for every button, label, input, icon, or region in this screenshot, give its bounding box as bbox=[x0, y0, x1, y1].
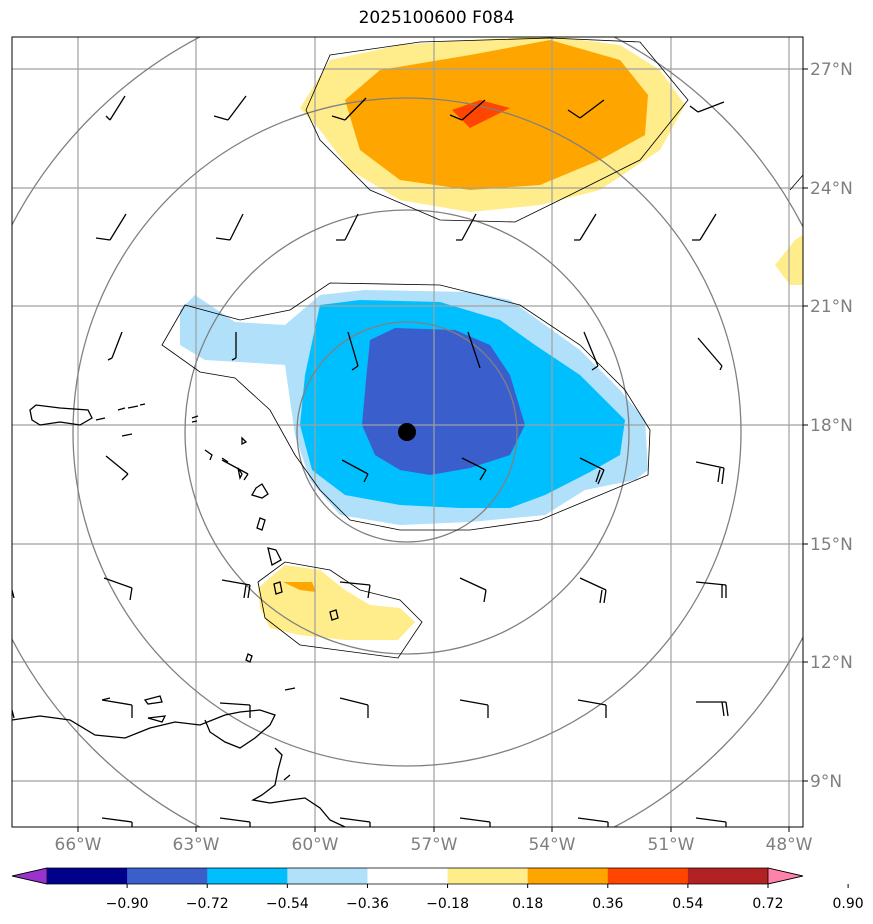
colorbar-segment bbox=[287, 868, 368, 884]
wind-barbs bbox=[95, 95, 729, 827]
lat-label: 18°N bbox=[810, 416, 853, 436]
positive-anomaly-south bbox=[258, 565, 415, 640]
colorbar-segment bbox=[47, 868, 128, 884]
lon-label: 48°W bbox=[766, 835, 813, 855]
lat-label: 12°N bbox=[810, 653, 853, 673]
colorbar-tick-label: −0.18 bbox=[426, 896, 469, 912]
lon-label: 57°W bbox=[411, 835, 458, 855]
colorbar-tick-label: 0.90 bbox=[833, 896, 864, 912]
gridlines bbox=[12, 37, 803, 827]
colorbar-segment bbox=[207, 868, 288, 884]
lon-label: 54°W bbox=[529, 835, 576, 855]
colorbar-segment bbox=[607, 868, 689, 884]
positive-anomaly-east bbox=[775, 234, 803, 285]
colorbar-tick-label: 0.54 bbox=[672, 896, 703, 912]
colorbar-tick-label: −0.90 bbox=[106, 896, 149, 912]
colorbar-tick-label: 0.36 bbox=[592, 896, 623, 912]
coastlines bbox=[12, 403, 346, 827]
range-rings bbox=[12, 37, 803, 827]
latitude-labels: 27°N 24°N 21°N 18°N 15°N 12°N 9°N bbox=[810, 60, 853, 792]
lat-label: 27°N bbox=[810, 60, 853, 80]
map-title: 2025100600 F084 bbox=[358, 8, 515, 28]
colorbar-segment bbox=[527, 868, 609, 884]
colorbar: −0.90 −0.72 −0.54 −0.36 −0.18 0.18 0.36 0.54 0.7… bbox=[11, 867, 864, 912]
colorbar-segment bbox=[127, 868, 208, 884]
map-area bbox=[12, 37, 803, 827]
lon-label: 51°W bbox=[648, 835, 695, 855]
storm-center-dot bbox=[398, 423, 416, 441]
map-frame bbox=[11, 36, 804, 828]
colorbar-tick-label: −0.36 bbox=[346, 896, 389, 912]
lon-label: 66°W bbox=[55, 835, 102, 855]
lon-label: 63°W bbox=[173, 835, 220, 855]
lon-label: 60°W bbox=[292, 835, 339, 855]
colorbar-tick-label: 0.18 bbox=[512, 896, 543, 912]
positive-anomaly-north bbox=[300, 37, 685, 212]
colorbar-outline bbox=[11, 867, 804, 885]
colorbar-segment bbox=[687, 868, 769, 884]
colorbar-tick-label: 0.72 bbox=[752, 896, 783, 912]
lat-label: 9°N bbox=[810, 772, 842, 792]
lat-label: 21°N bbox=[810, 297, 853, 317]
longitude-labels: 66°W 63°W 60°W 57°W 54°W 51°W 48°W bbox=[55, 835, 813, 855]
colorbar-arrow-low bbox=[11, 867, 48, 885]
negative-anomaly-center bbox=[180, 290, 648, 525]
lat-label: 15°N bbox=[810, 535, 853, 555]
colorbar-segment bbox=[447, 868, 529, 884]
contour-lines bbox=[161, 37, 803, 659]
colorbar-arrow-high bbox=[767, 867, 804, 885]
colorbar-tick-label: −0.54 bbox=[266, 896, 309, 912]
colorbar-segment bbox=[367, 868, 449, 884]
colorbar-tick-label: −0.72 bbox=[186, 896, 229, 912]
axis-ticks bbox=[77, 68, 808, 832]
lat-label: 24°N bbox=[810, 179, 853, 199]
